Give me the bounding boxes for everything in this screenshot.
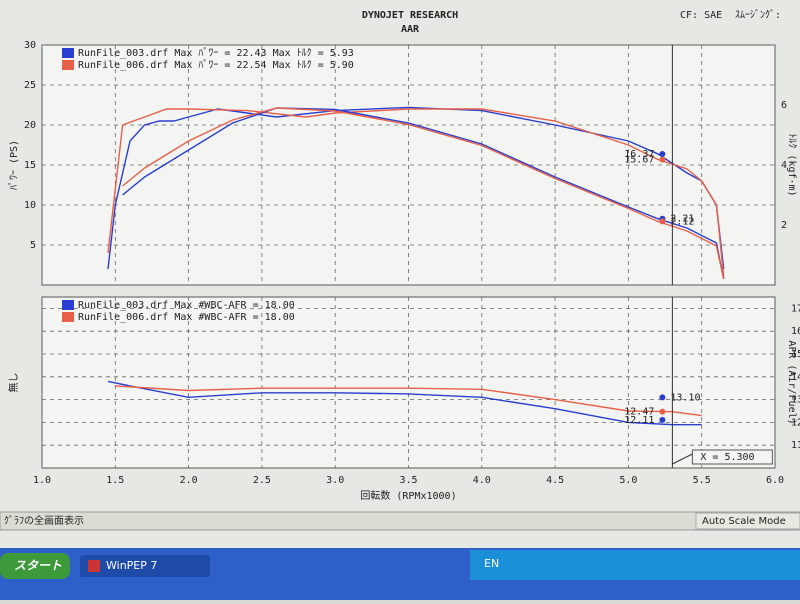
y2-tick-label: 2	[781, 220, 787, 231]
legend-swatch	[62, 48, 74, 58]
cursor-value: 13.10	[670, 392, 700, 403]
cursor-value: 2.12	[670, 216, 694, 227]
y-tick-label: 5	[30, 240, 36, 251]
series-line	[107, 106, 725, 270]
cursor-value: 15.67	[624, 155, 654, 166]
x-tick-label: 2.0	[180, 475, 198, 486]
y-tick-label: 14	[791, 372, 800, 383]
cursor-point	[659, 218, 666, 225]
cursor-value: 2.21	[670, 214, 694, 225]
series-line	[115, 385, 702, 417]
cursor-point	[659, 151, 666, 158]
correction-factor: CF: SAE	[680, 10, 722, 21]
y2-axis-label: ﾄﾙｸ (kgf·m)	[786, 133, 798, 196]
y-tick-label: 15	[791, 349, 800, 360]
cursor-point	[659, 156, 666, 163]
legend-entry: RunFile_003.drf Max #WBC-AFR = 18.00	[78, 300, 295, 311]
status-right: Auto Scale Mode	[702, 516, 786, 527]
app-icon	[88, 560, 100, 572]
language-indicator[interactable]: EN	[484, 557, 499, 570]
legend-entry: RunFile_006.drf Max ﾊﾟﾜｰ = 22.54 Max ﾄﾙｸ…	[78, 59, 354, 71]
legend-swatch	[62, 60, 74, 70]
legend-entry: RunFile_006.drf Max #WBC-AFR = 18.00	[78, 312, 295, 323]
x-tick-label: 3.0	[326, 475, 344, 486]
x-tick-label: 6.0	[766, 475, 784, 486]
y2-tick-label: 6	[781, 100, 787, 111]
series-line	[122, 107, 725, 280]
series-line	[122, 107, 725, 280]
status-left: ｸﾞﾗﾌの全画面表示	[4, 514, 84, 527]
cursor-pointer	[672, 453, 693, 465]
y-tick-label: 30	[24, 40, 36, 51]
y2-tick-label: 4	[781, 160, 787, 171]
x-axis-label: 回転数 (RPMx1000)	[360, 489, 456, 502]
cursor-point	[659, 408, 666, 415]
legend-swatch	[62, 312, 74, 322]
start-button[interactable]	[0, 553, 70, 579]
cursor-value: 16.37	[624, 149, 654, 160]
cursor-point	[659, 394, 666, 401]
x-tick-label: 3.5	[399, 475, 417, 486]
legend-entry: RunFile_003.drf Max ﾊﾟﾜｰ = 22.43 Max ﾄﾙｸ…	[78, 47, 354, 59]
y-tick-label: 15	[24, 160, 36, 171]
x-tick-label: 4.0	[473, 475, 491, 486]
cursor-box	[691, 449, 773, 465]
status-panel	[695, 512, 800, 530]
series-line	[107, 108, 725, 278]
y-axis-label: ﾊﾟﾜｰ (PS)	[8, 140, 20, 190]
y-tick-label: 20	[24, 120, 36, 131]
tray	[470, 550, 800, 580]
series-line	[107, 380, 702, 426]
y-axis-label: 無し	[7, 373, 20, 393]
y-tick-label: 13	[791, 395, 800, 406]
header-subtitle: AAR	[401, 24, 420, 35]
y-tick-label: 16	[791, 326, 800, 337]
y-tick-label: 12	[791, 417, 800, 428]
x-tick-label: 2.5	[253, 475, 271, 486]
plot-layer: 5 10 15 20 25 30 2 4 6 ﾊﾟﾜｰ (PS) ﾄﾙｸ (kgf·m) RunFil…	[7, 40, 800, 502]
task-button[interactable]	[80, 555, 210, 577]
x-tick-label: 4.5	[546, 475, 564, 486]
status-bar	[0, 511, 800, 531]
cursor-label: X = 5.300	[700, 452, 754, 463]
task-label[interactable]: WinPEP 7	[106, 559, 157, 572]
x-tick-label: 1.0	[33, 475, 51, 486]
smoothing: ｽﾑｰｼﾞﾝｸﾞ:	[735, 9, 781, 21]
y-tick-label: 10	[24, 200, 36, 211]
x-tick-label: 5.5	[693, 475, 711, 486]
start-label[interactable]: スタート	[14, 559, 62, 573]
y-tick-label: 17	[791, 303, 800, 314]
y-tick-label: 11	[791, 440, 800, 451]
y-tick-label: 25	[24, 80, 36, 91]
header-title: DYNOJET RESEARCH	[362, 10, 458, 21]
legend-swatch	[62, 300, 74, 310]
cursor-value: 12.11	[624, 415, 654, 426]
x-tick-label: 5.0	[619, 475, 637, 486]
y2-axis-label: AFR (Air/Fuel)	[786, 340, 797, 424]
cursor-point	[659, 416, 666, 423]
cursor-value: 12.47	[624, 407, 654, 418]
x-tick-label: 1.5	[106, 475, 124, 486]
